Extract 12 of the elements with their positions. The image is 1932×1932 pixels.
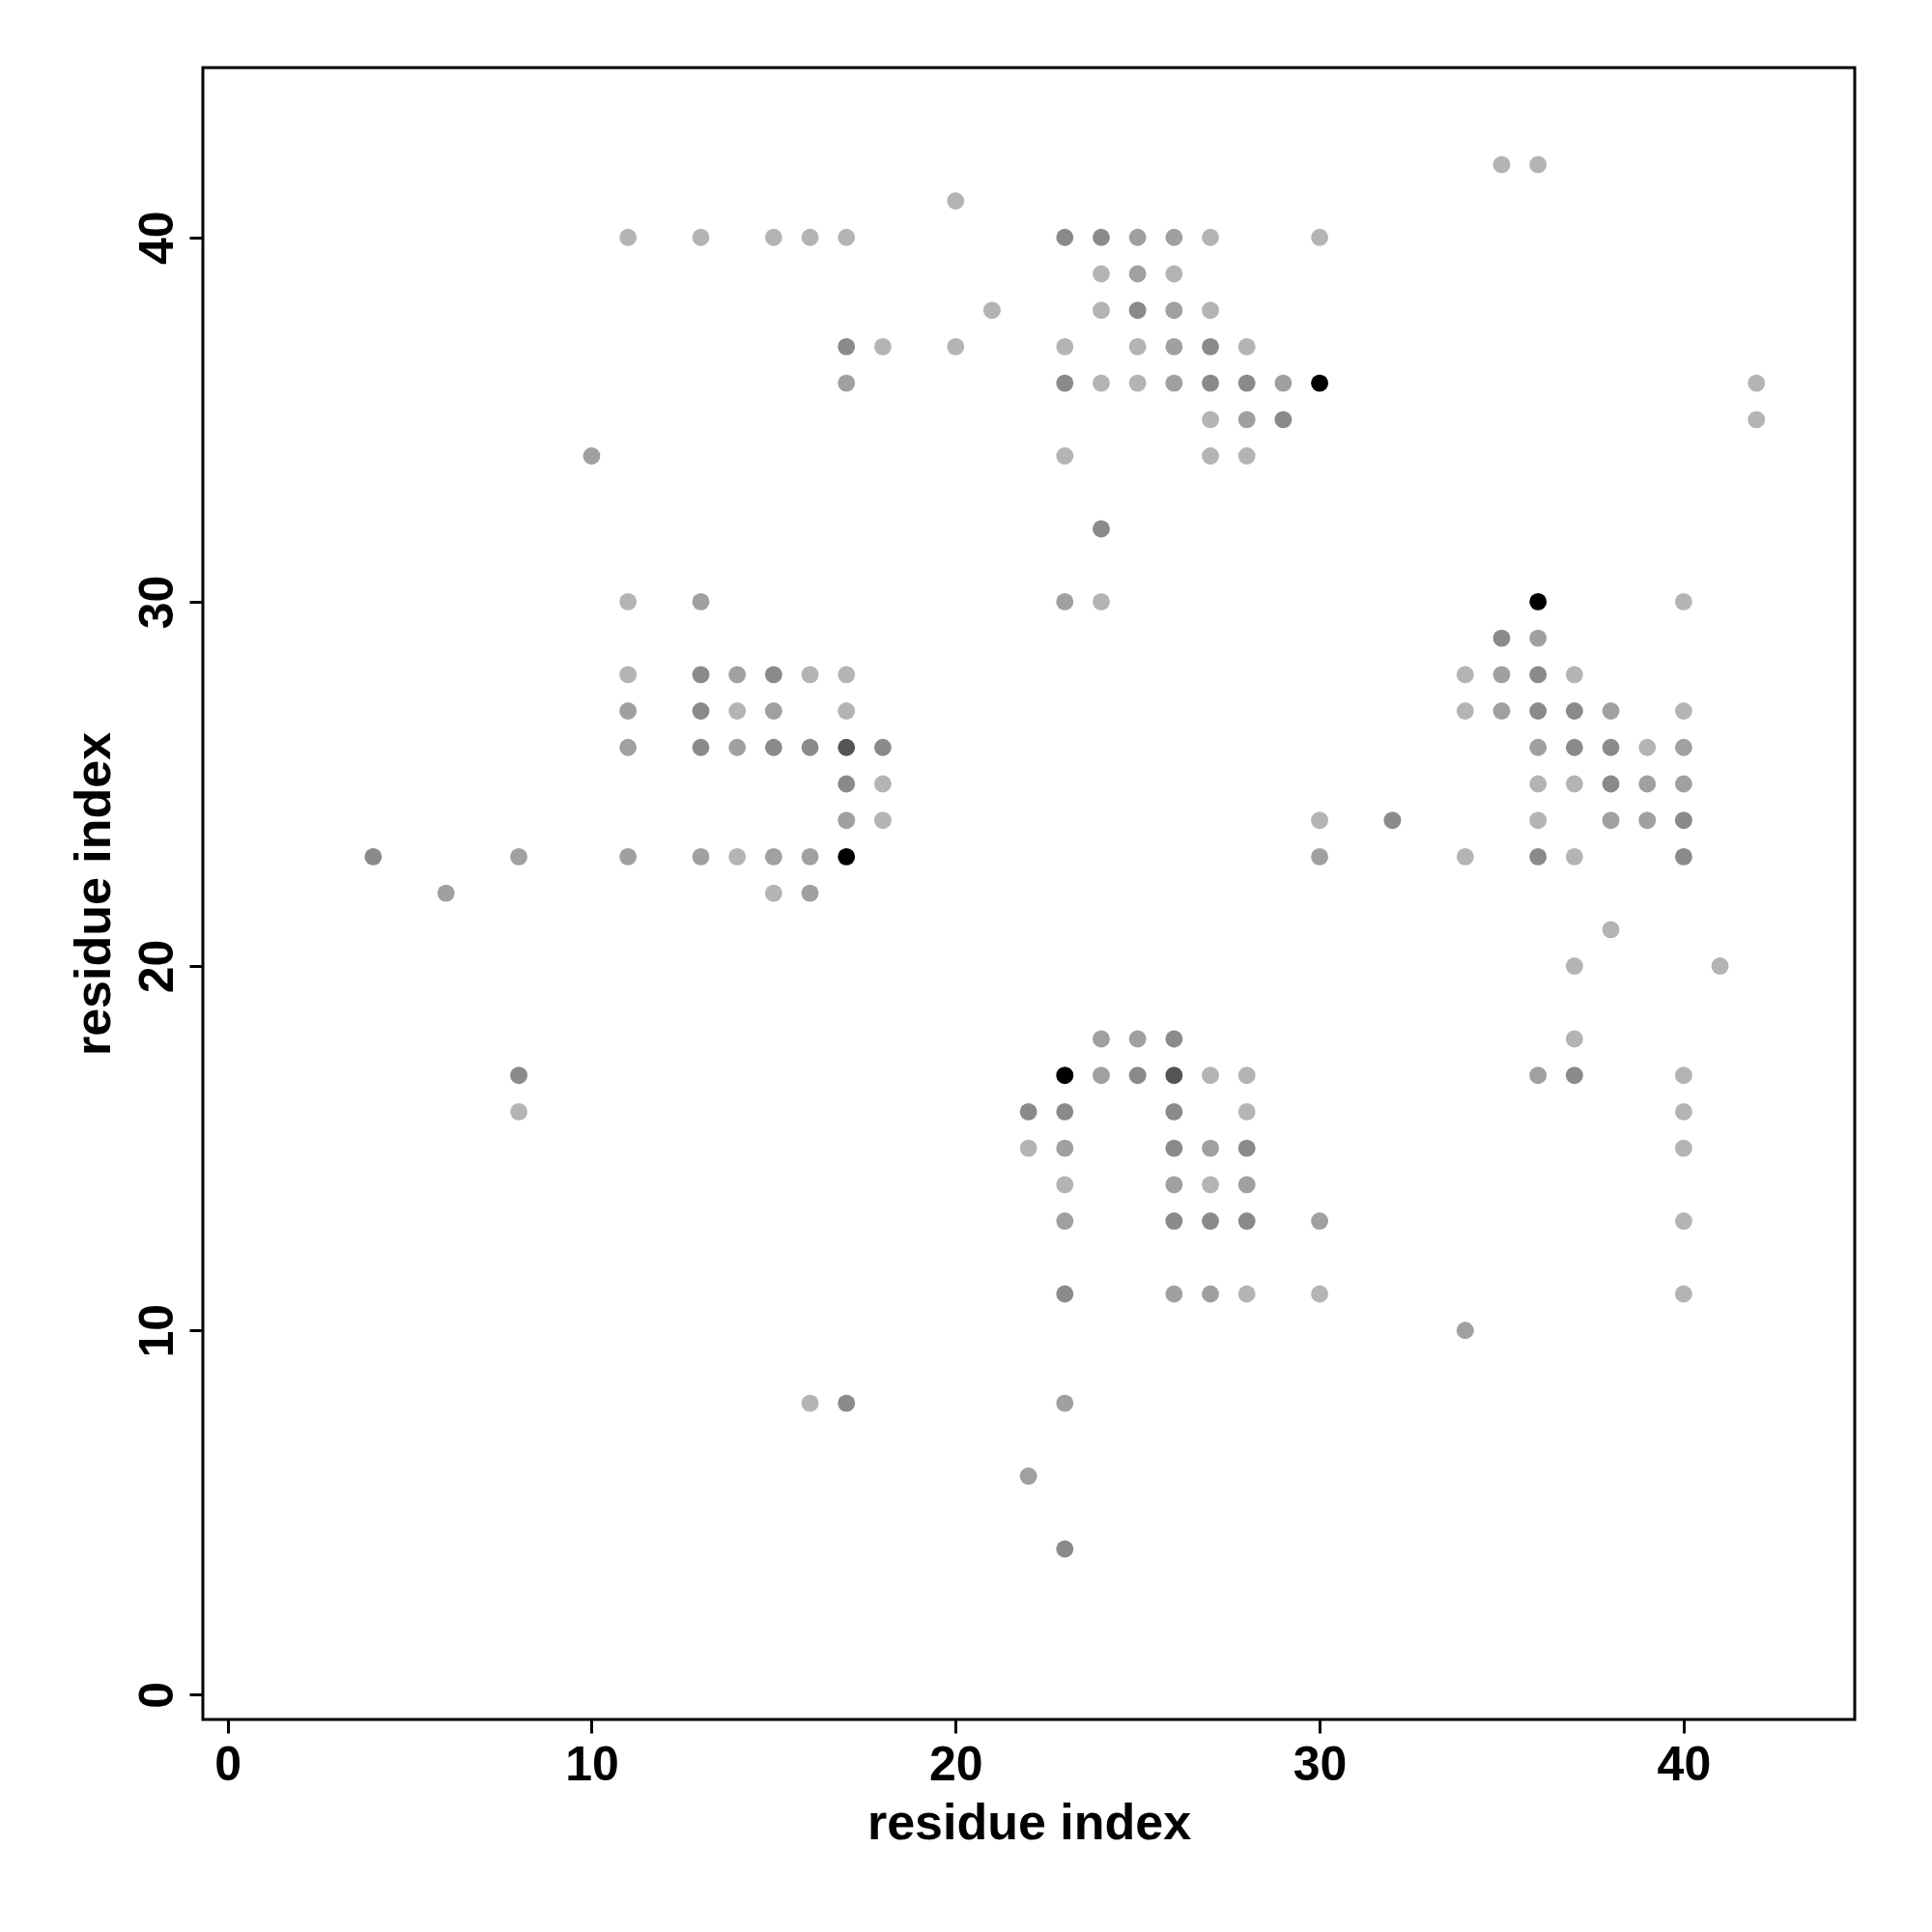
x-axis-title: residue index — [867, 1793, 1192, 1850]
y-tick-label: 40 — [128, 211, 184, 266]
y-tick-label: 20 — [128, 939, 184, 994]
y-tick-label: 30 — [128, 575, 184, 630]
y-tick-label: 10 — [128, 1303, 184, 1358]
x-tick-label: 0 — [214, 1736, 242, 1791]
x-tick-label: 40 — [1657, 1736, 1712, 1791]
y-tick-label: 0 — [128, 1681, 184, 1709]
x-tick-label: 20 — [928, 1736, 983, 1791]
y-axis-title: residue index — [64, 731, 121, 1057]
x-tick-label: 10 — [565, 1736, 619, 1791]
x-tick-label: 30 — [1293, 1736, 1348, 1791]
